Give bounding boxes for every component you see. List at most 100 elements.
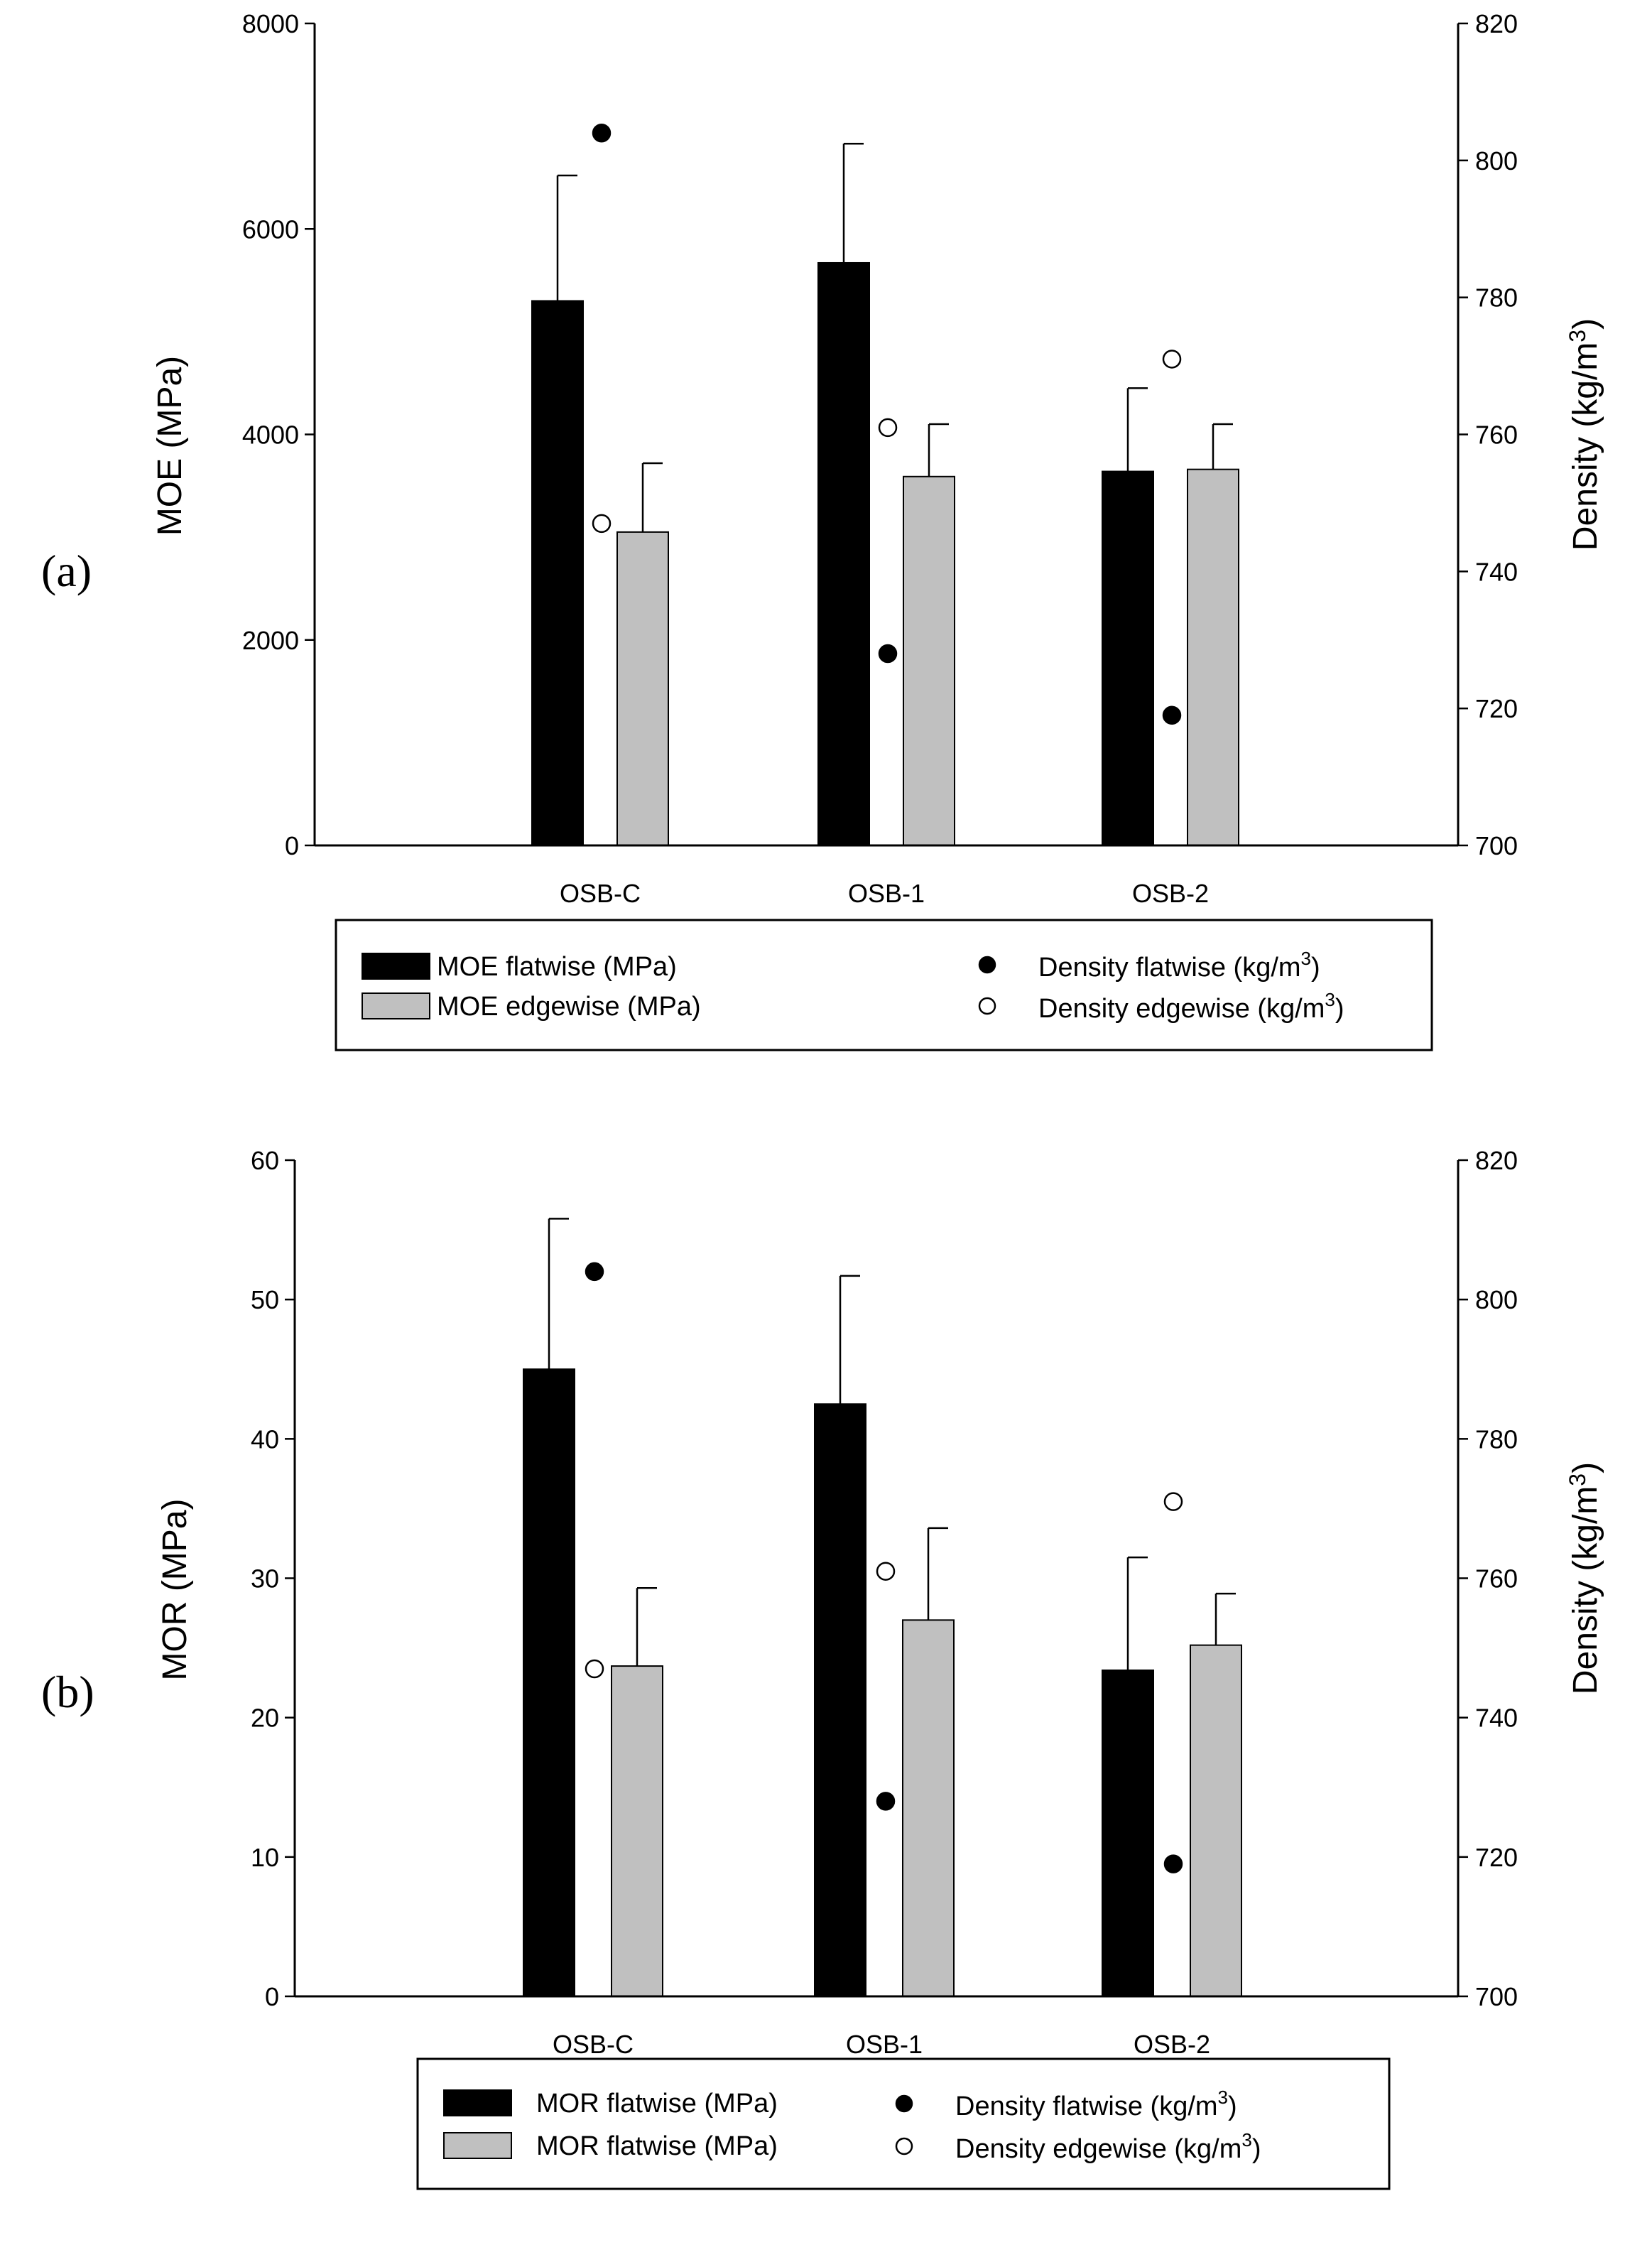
legend-label-sup: 3: [1325, 989, 1335, 1010]
y2-axis-title-base: Density (kg/m: [1567, 342, 1604, 551]
legend-label-sup: 3: [1241, 2129, 1251, 2151]
y2-tick-label: 700: [1475, 1982, 1518, 2011]
y2-tick-label: 760: [1475, 1564, 1518, 1594]
legend-box: [335, 919, 1433, 1051]
panel-label: (a): [41, 546, 92, 596]
point-density-edgewise-osb-c: [592, 514, 612, 534]
bar-edgewise-osb-2: [1190, 1644, 1242, 1997]
bar-flatwise-osb-2: [1102, 1669, 1154, 1997]
x-tick-label: OSB-C: [553, 2030, 634, 2059]
legend-marker-density-flatwise: [978, 956, 996, 974]
legend-label: Density edgewise (kg/m3): [955, 2129, 1261, 2164]
legend-swatch-flatwise: [362, 953, 430, 980]
panel-label: (b): [41, 1667, 94, 1717]
legend-label-sup: 3: [1301, 948, 1311, 969]
legend-label-base: Density flatwise (kg/m: [955, 2092, 1218, 2121]
y-tick-label: 0: [265, 1982, 279, 2011]
bar-flatwise-osb-c: [531, 300, 584, 846]
bar-flatwise-osb-1: [814, 1403, 866, 1997]
bar-edgewise-osb-1: [903, 475, 955, 846]
y2-axis-title-close: ): [1567, 318, 1604, 330]
legend-marker-density-flatwise: [895, 2094, 913, 2113]
x-tick-label: OSB-2: [1134, 2030, 1210, 2059]
y2-axis-title-base: Density (kg/m: [1567, 1486, 1604, 1694]
bar-edgewise-osb-c: [616, 531, 669, 846]
y2-tick-label: 800: [1475, 146, 1518, 175]
point-density-flatwise-osb-1: [878, 644, 898, 664]
y-tick-label: 0: [285, 831, 299, 860]
chart-panel-a: (a) 0 2000 4000 6000 8000 700 720 740 760 780 800 82…: [41, 9, 1604, 1051]
legend: MOR flatwise (MPa) MOR flatwise (MPa) Dens…: [416, 2057, 1391, 2190]
y2-tick-label: 700: [1475, 831, 1518, 860]
y2-axis-title-sup: 3: [1565, 1473, 1590, 1486]
y2-tick-label: 780: [1475, 283, 1518, 313]
legend-label: Density flatwise (kg/m3): [1038, 948, 1320, 983]
y-tick-label: 50: [251, 1285, 279, 1314]
legend-label: Density edgewise (kg/m3): [1038, 989, 1344, 1024]
legend-label: Density flatwise (kg/m3): [955, 2087, 1237, 2121]
point-density-flatwise-osb-2: [1162, 705, 1182, 725]
y-tick-label: 40: [251, 1424, 279, 1454]
legend-swatch-edgewise: [362, 992, 430, 1019]
y-tick-label: 10: [251, 1843, 279, 1872]
legend-marker-density-edgewise: [978, 997, 996, 1015]
legend-label-base: Density edgewise (kg/m: [955, 2134, 1241, 2164]
y-axis-title: MOE (MPa): [151, 356, 189, 536]
y2-tick-label: 800: [1475, 1285, 1518, 1314]
legend-label-sup: 3: [1218, 2087, 1228, 2108]
bar-flatwise-osb-c: [523, 1368, 575, 1997]
y2-axis-title: Density (kg/m3): [1565, 1462, 1604, 1694]
y-tick-label: 30: [251, 1564, 279, 1594]
point-density-flatwise-osb-c: [585, 1262, 604, 1282]
x-tick-label: OSB-1: [846, 2030, 923, 2059]
bar-edgewise-osb-c: [611, 1665, 663, 1997]
point-density-edgewise-osb-c: [585, 1659, 604, 1679]
y2-tick-label: 780: [1475, 1424, 1518, 1454]
legend-label-close: ): [1311, 953, 1320, 983]
bar-edgewise-osb-1: [902, 1619, 955, 1998]
legend-label-close: ): [1252, 2134, 1261, 2164]
y-tick-label: 8000: [242, 9, 299, 38]
y2-tick-label: 720: [1475, 694, 1518, 723]
y-tick-label: 60: [251, 1146, 279, 1175]
y2-tick-label: 740: [1475, 557, 1518, 586]
x-tick-label: OSB-2: [1132, 879, 1209, 908]
legend-label: MOE edgewise (MPa): [437, 992, 701, 1022]
y-tick-label: 2000: [242, 626, 299, 655]
y2-tick-label: 820: [1475, 1146, 1518, 1175]
legend-swatch-flatwise: [443, 2089, 512, 2116]
legend-label-base: Density flatwise (kg/m: [1038, 953, 1301, 983]
y2-tick-label: 760: [1475, 421, 1518, 450]
legend-label: MOR flatwise (MPa): [536, 2131, 778, 2161]
bar-flatwise-osb-1: [817, 261, 870, 846]
legend-label: MOE flatwise (MPa): [437, 952, 677, 982]
point-density-flatwise-osb-1: [876, 1792, 896, 1811]
x-tick-label: OSB-1: [848, 879, 925, 908]
point-density-flatwise-osb-2: [1163, 1854, 1183, 1873]
legend-label-close: ): [1228, 2092, 1237, 2121]
legend-label: MOR flatwise (MPa): [536, 2089, 778, 2119]
legend-label-close: ): [1335, 994, 1344, 1024]
point-density-edgewise-osb-1: [878, 418, 898, 438]
y2-tick-label: 820: [1475, 9, 1518, 38]
legend-marker-density-edgewise: [895, 2137, 913, 2155]
legend: MOE flatwise (MPa) MOE edgewise (MPa) Dens…: [335, 919, 1433, 1051]
y2-axis-title: Density (kg/m3): [1565, 318, 1604, 551]
y-tick-label: 6000: [242, 215, 299, 244]
y-axis-title: MOR (MPa): [156, 1499, 194, 1681]
point-density-edgewise-osb-1: [876, 1562, 896, 1581]
point-density-flatwise-osb-c: [592, 124, 612, 143]
legend-label-base: Density edgewise (kg/m: [1038, 994, 1325, 1024]
y2-tick-label: 740: [1475, 1704, 1518, 1733]
point-density-edgewise-osb-2: [1163, 1492, 1183, 1511]
legend-box: [416, 2057, 1391, 2190]
chart-panel-b: (b) 0 10 20 30 40 50 60 700 720 740 760 780 800 820 OSB…: [41, 1146, 1604, 2190]
x-tick-label: OSB-C: [560, 879, 641, 908]
y2-axis-title-sup: 3: [1565, 330, 1590, 342]
y-tick-label: 4000: [242, 421, 299, 450]
y2-axis-title-close: ): [1567, 1462, 1604, 1473]
point-density-edgewise-osb-2: [1162, 350, 1182, 369]
y-tick-label: 20: [251, 1704, 279, 1733]
y2-tick-label: 720: [1475, 1843, 1518, 1872]
